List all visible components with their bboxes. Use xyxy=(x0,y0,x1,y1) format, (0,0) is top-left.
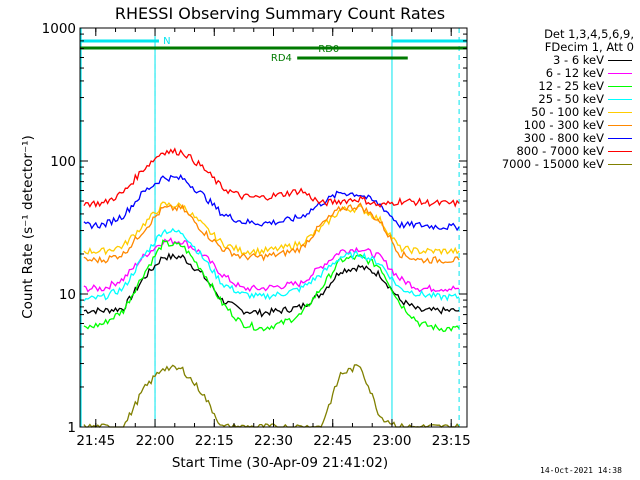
legend-header-line-1: Det 1,3,4,5,6,9, xyxy=(544,27,634,41)
y-tick-label: 10 xyxy=(59,287,76,303)
legend-item-label: 50 - 100 keV xyxy=(531,105,604,119)
legend-item-swatch xyxy=(608,125,632,126)
observing-markers: N RD0 RD4 xyxy=(80,28,467,427)
legend-item-label: 3 - 6 keV xyxy=(553,53,604,67)
series-line xyxy=(83,364,460,429)
y-tick-label: 100 xyxy=(50,154,76,170)
legend-item: 50 - 100 keV xyxy=(478,106,636,119)
legend-item-swatch xyxy=(608,60,632,61)
y-tick-label: 1000 xyxy=(42,21,76,37)
axis-layer: 21:45 22:00 22:15 22:30 22:45 23:00 23:15 1 10 10… xyxy=(42,21,471,449)
legend-item-label: 6 - 12 keV xyxy=(545,66,604,80)
series-line xyxy=(83,239,460,333)
legend-header-line-2: FDecim 1, Att 0 xyxy=(544,40,634,54)
chart-title: RHESSI Observing Summary Count Rates xyxy=(115,4,445,23)
x-tick-label: 22:15 xyxy=(195,433,234,449)
generation-timestamp: 14-Oct-2021 14:38 xyxy=(540,466,622,475)
legend-item: 7000 - 15000 keV xyxy=(478,158,636,171)
y-axis-label: Count Rate (s⁻¹ detector⁻¹) xyxy=(20,135,36,319)
x-tick-label: 22:45 xyxy=(313,433,352,449)
legend-item-label: 7000 - 15000 keV xyxy=(501,157,604,171)
legend-item-swatch xyxy=(608,164,632,165)
x-tick-label: 22:00 xyxy=(136,433,175,449)
legend-item: 12 - 25 keV xyxy=(478,80,636,93)
x-tick-label: 23:00 xyxy=(373,433,412,449)
legend-item: 100 - 300 keV xyxy=(478,119,636,132)
legend-item-swatch xyxy=(608,151,632,152)
legend-item: 25 - 50 keV xyxy=(478,93,636,106)
series-line xyxy=(83,252,460,318)
series-layer xyxy=(83,147,460,429)
legend: Det 1,3,4,5,6,9, FDecim 1, Att 0 3 - 6 k… xyxy=(478,28,636,171)
legend-item: 800 - 7000 keV xyxy=(478,145,636,158)
x-tick-label: 22:30 xyxy=(254,433,293,449)
y-tick-label: 1 xyxy=(67,420,76,436)
legend-item-swatch xyxy=(608,138,632,139)
x-axis-label: Start Time (30-Apr-09 21:41:02) xyxy=(172,455,388,471)
legend-item: 6 - 12 keV xyxy=(478,67,636,80)
legend-item-label: 800 - 7000 keV xyxy=(516,144,604,158)
series-line xyxy=(83,147,460,208)
series-line xyxy=(83,237,460,293)
series-line xyxy=(83,201,460,257)
legend-item: 300 - 800 keV xyxy=(478,132,636,145)
legend-item-swatch xyxy=(608,99,632,100)
legend-item-label: 300 - 800 keV xyxy=(523,131,604,145)
flag-annotation: RD4 xyxy=(271,53,292,64)
flag-annotation: RD0 xyxy=(318,44,339,55)
series-line xyxy=(83,227,460,302)
legend-item-label: 12 - 25 keV xyxy=(538,79,604,93)
series-line xyxy=(83,202,460,264)
legend-item-label: 25 - 50 keV xyxy=(538,92,604,106)
x-tick-label: 23:15 xyxy=(432,433,471,449)
flag-annotation: N xyxy=(163,36,170,47)
legend-item-swatch xyxy=(608,112,632,113)
plot-frame xyxy=(79,27,468,428)
series-line xyxy=(83,173,460,232)
legend-item: 3 - 6 keV xyxy=(478,54,636,67)
legend-item-label: 100 - 300 keV xyxy=(523,118,604,132)
legend-item-swatch xyxy=(608,73,632,74)
x-tick-label: 21:45 xyxy=(76,433,115,449)
legend-item-swatch xyxy=(608,86,632,87)
